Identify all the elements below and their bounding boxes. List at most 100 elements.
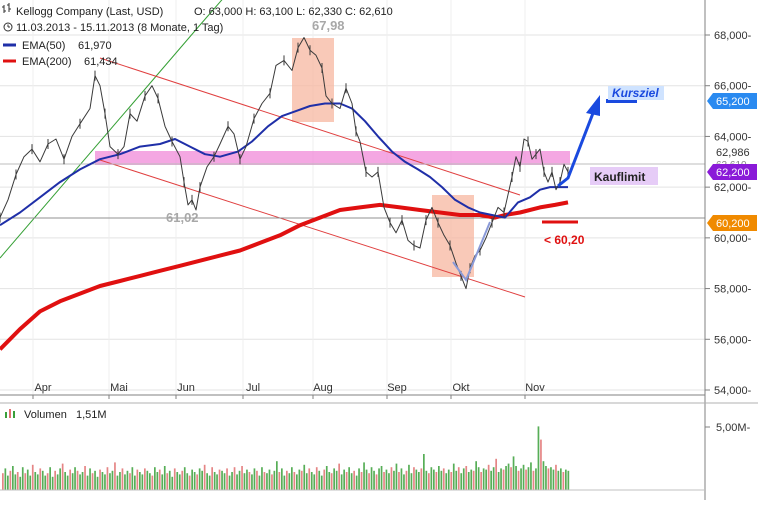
volume-bar <box>276 461 278 490</box>
volume-bar <box>221 470 223 490</box>
y-tick-label: 58,000- <box>714 284 752 296</box>
volume-bar <box>335 470 338 490</box>
volume-bar <box>485 469 487 490</box>
volume-bar <box>226 468 228 490</box>
volume-bar <box>405 470 408 490</box>
volume-bar <box>21 467 24 490</box>
volume-bar <box>44 475 47 490</box>
ema200-legend-label: EMA(200) <box>22 56 72 68</box>
volume-bar <box>388 473 390 490</box>
volume-bar <box>445 473 448 490</box>
volume-bar <box>365 469 368 490</box>
series-layer <box>0 37 569 351</box>
volume-bar <box>527 467 530 490</box>
volume-bar <box>512 456 515 490</box>
volume-bar <box>116 475 119 490</box>
volume-bar <box>430 467 433 490</box>
x-tick-label: Mai <box>110 382 128 394</box>
stop-tag: 60,200 <box>707 215 757 231</box>
target-arrow <box>557 107 597 188</box>
volume-bar <box>296 474 298 490</box>
channel-upper-line <box>99 57 521 196</box>
volume-bar <box>161 474 164 490</box>
volume-bar <box>400 468 403 490</box>
volume-bar <box>482 468 485 490</box>
low-value-label: 61,02 <box>166 210 199 225</box>
kursziel-tag: 65,200 <box>707 93 757 109</box>
volume-bar <box>380 466 383 490</box>
kauflimit-label: Kauflimit <box>594 170 645 184</box>
volume-header: Volumen 1,51M <box>5 409 107 421</box>
volume-bar <box>408 464 410 490</box>
volume-bar <box>121 468 124 490</box>
volume-bar <box>69 469 71 490</box>
volume-bar <box>243 473 246 490</box>
ema200-legend-value: 61,434 <box>84 56 118 68</box>
volume-bar <box>136 469 139 490</box>
volume-bar <box>303 464 306 490</box>
volume-bar <box>29 475 32 490</box>
volume-bar <box>7 475 9 490</box>
volume-bar <box>183 467 186 490</box>
volume-bar <box>256 470 258 490</box>
volume-bar <box>41 470 44 490</box>
kursziel-tag-text: 65,200 <box>716 96 750 108</box>
volume-value: 1,51M <box>76 409 107 421</box>
header-ohlc: O: 63,000 H: 63,100 L: 62,330 C: 62,610 <box>194 6 393 18</box>
volume-bar <box>178 474 181 490</box>
volume-bar <box>360 472 363 490</box>
volume-bar <box>96 476 99 490</box>
volume-bar <box>36 474 39 490</box>
volume-bar <box>144 468 146 490</box>
volume-bar <box>56 474 59 490</box>
volume-bar <box>104 474 106 490</box>
volume-bar <box>425 470 428 490</box>
volume-bar <box>111 470 114 490</box>
volume-bar <box>393 470 395 490</box>
volume-bar <box>99 469 101 490</box>
volume-bar <box>487 464 490 490</box>
volume-bar <box>141 474 144 490</box>
volume-bar <box>238 470 241 490</box>
volume-bar <box>555 464 557 490</box>
volume-bar <box>537 426 540 490</box>
volume-bar <box>14 474 17 490</box>
volume-bar <box>49 467 51 490</box>
volume-bar <box>515 466 517 490</box>
volume-bar <box>59 468 61 490</box>
volume-bar <box>66 475 69 490</box>
volume-bar <box>465 466 468 490</box>
volume-bar <box>547 468 550 490</box>
volume-bar <box>134 475 136 490</box>
volume-bar <box>452 463 455 490</box>
volume-bar <box>89 468 91 490</box>
volume-bar <box>403 474 405 490</box>
volume-bar <box>173 468 176 490</box>
volume-bar <box>517 470 520 490</box>
volume-bar <box>313 474 316 490</box>
volume-bar <box>286 470 288 490</box>
volume-bar <box>186 473 189 490</box>
volume-bar <box>460 473 463 490</box>
volume-bar <box>16 472 19 490</box>
volume-bar <box>323 469 326 490</box>
volume-bar <box>308 468 311 490</box>
volume-bar <box>565 469 567 490</box>
volume-bar <box>560 468 562 490</box>
x-tick-label: Sep <box>387 382 407 394</box>
volume-bar <box>433 469 435 490</box>
header-title: Kellogg Company (Last, USD) <box>16 6 163 18</box>
volume-bar <box>168 470 171 490</box>
volume-bar <box>216 474 218 490</box>
y-tick-label: 62,000- <box>714 182 752 194</box>
volume-bar <box>101 472 104 490</box>
volume-bar <box>375 474 378 490</box>
volume-bar <box>228 475 231 490</box>
volume-bar <box>158 469 161 490</box>
volume-bar <box>51 476 54 490</box>
volume-bar <box>383 472 385 490</box>
volume-bar <box>472 470 475 490</box>
x-tick-label: Jul <box>246 382 260 394</box>
volume-bar <box>213 472 216 490</box>
green-trendline <box>0 24 201 259</box>
